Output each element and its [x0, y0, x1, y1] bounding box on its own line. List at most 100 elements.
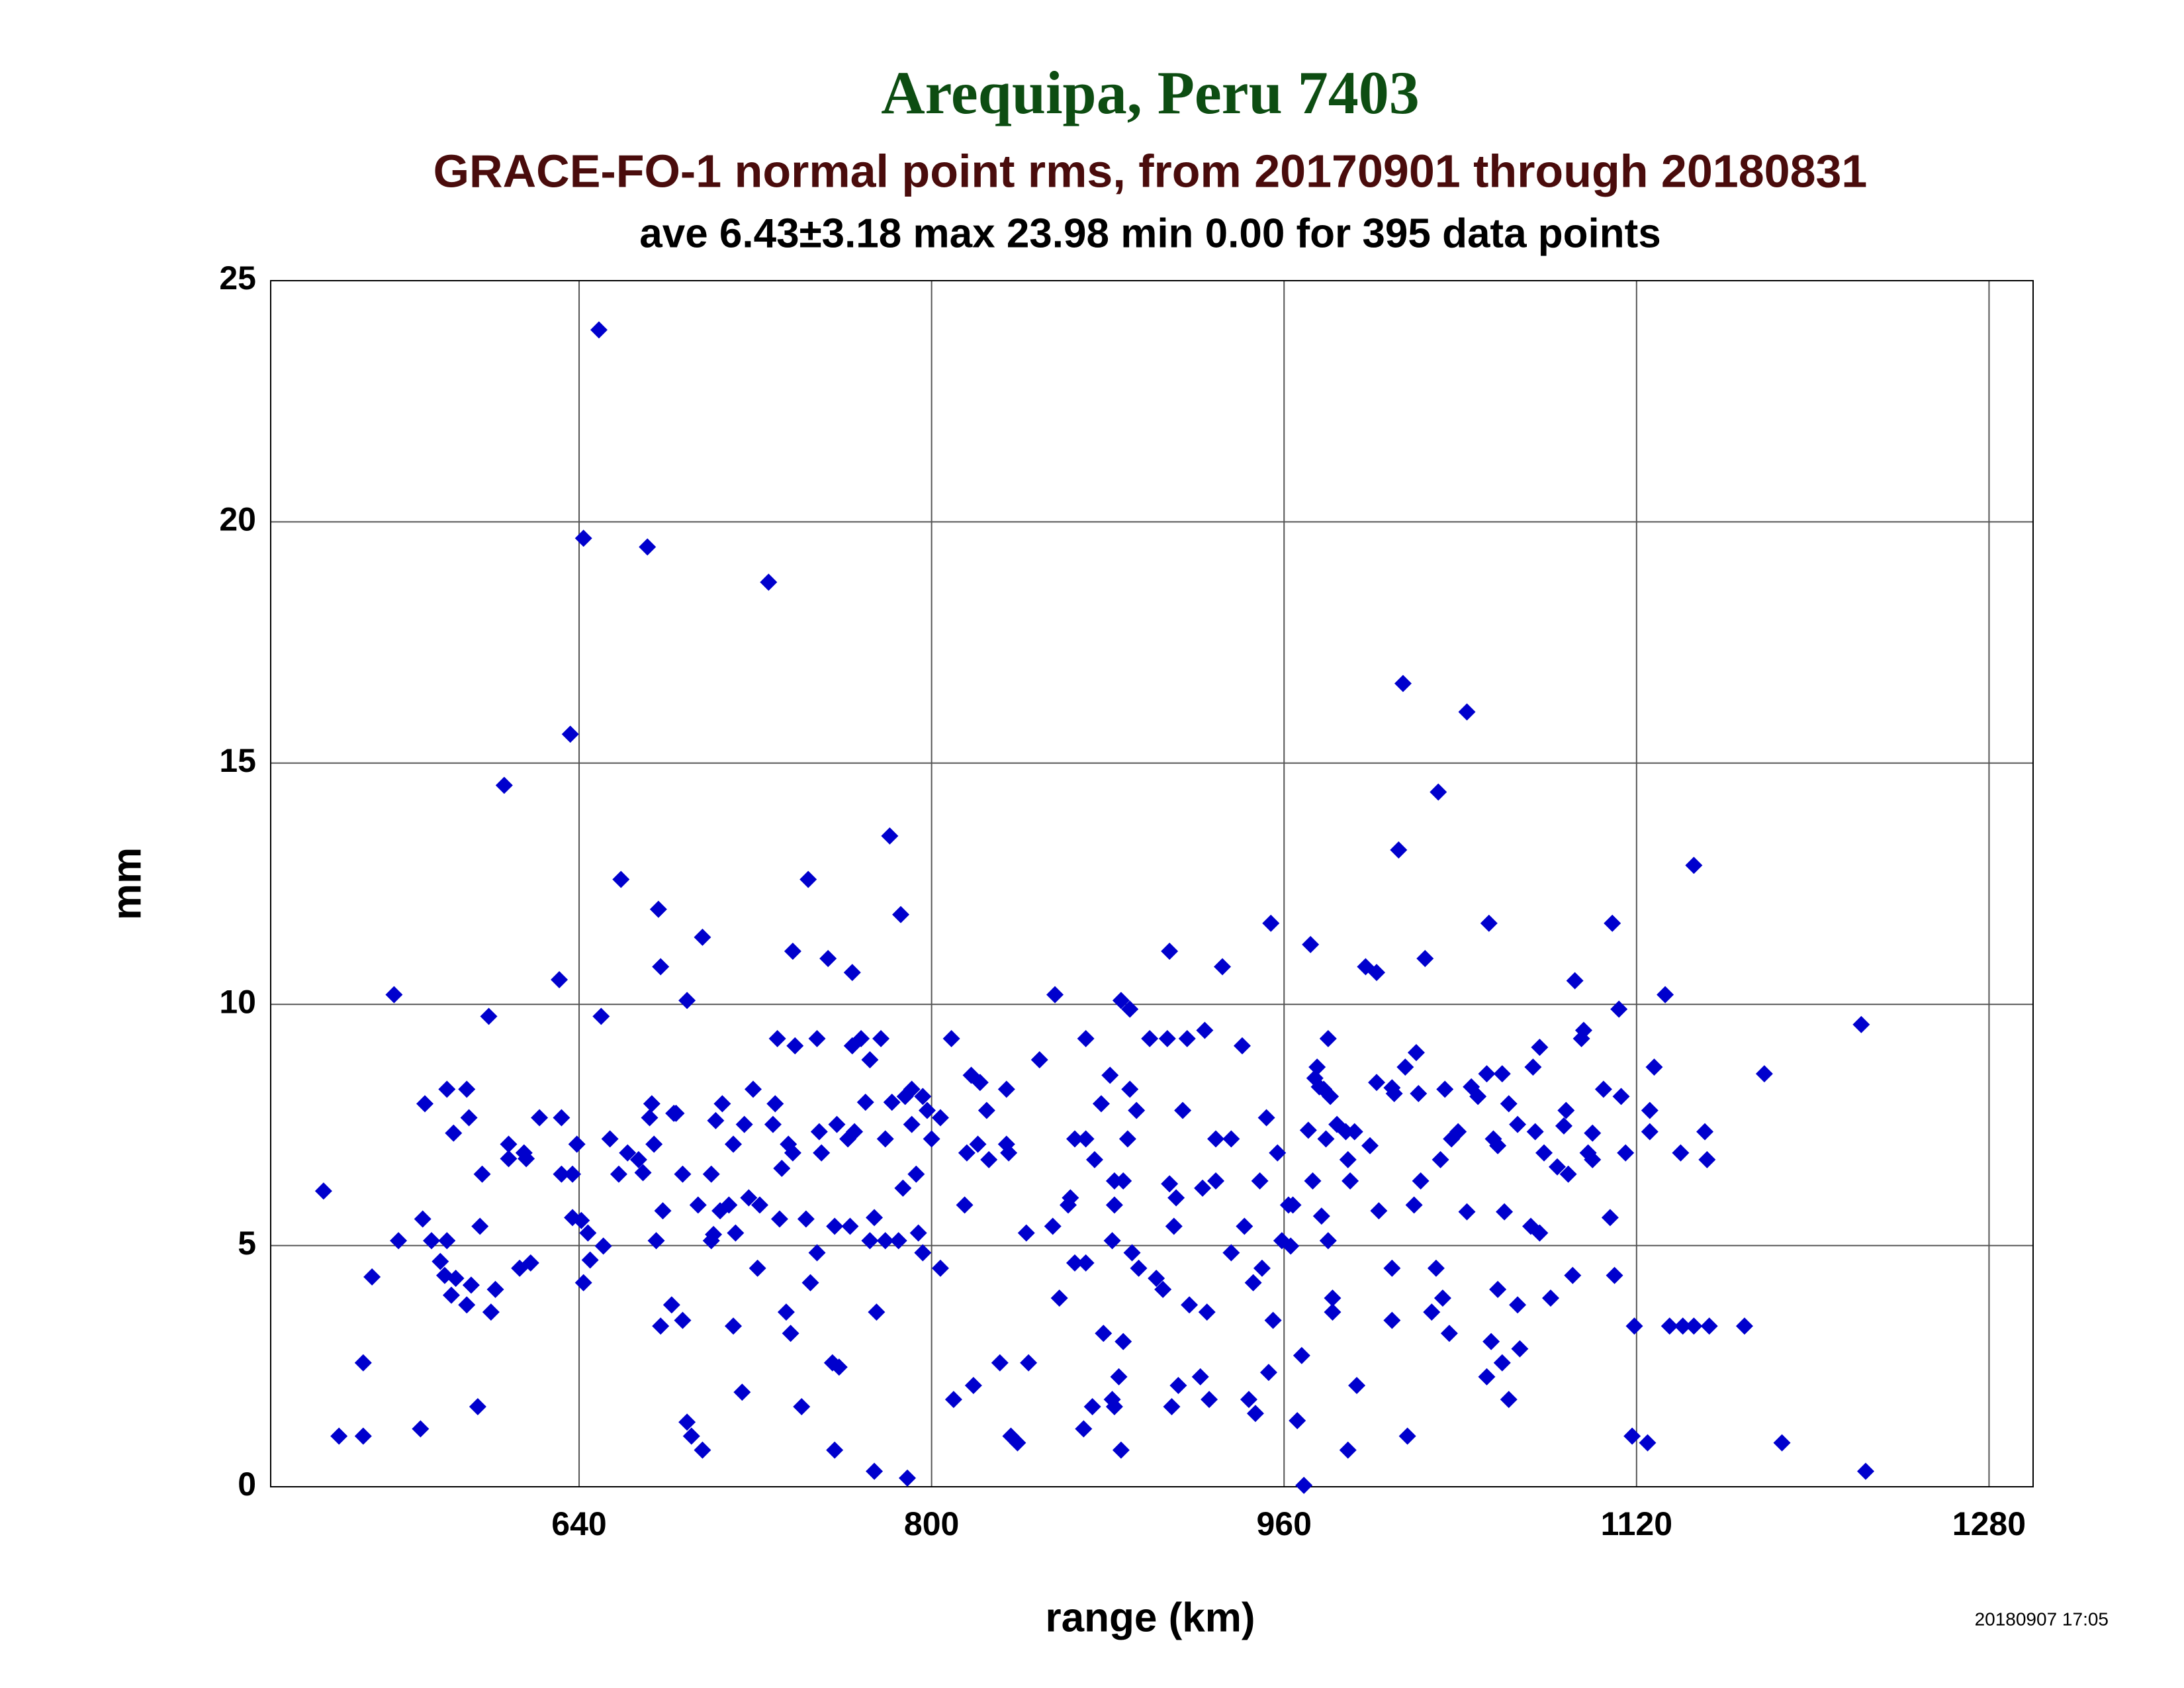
timestamp: 20180907 17:05 [1975, 1609, 2109, 1629]
data-point [1302, 935, 1320, 953]
data-point [810, 1123, 828, 1141]
data-point [1095, 1325, 1113, 1342]
data-point [1196, 1021, 1214, 1039]
data-point [594, 1237, 612, 1255]
y-tick-label: 10 [219, 983, 256, 1020]
data-point [1207, 1172, 1225, 1190]
data-point [458, 1080, 476, 1098]
y-tick-label: 15 [219, 742, 256, 779]
data-point [574, 530, 592, 547]
data-point [852, 1029, 870, 1047]
data-point [1167, 1189, 1185, 1207]
data-point [1584, 1150, 1602, 1168]
data-point [923, 1130, 940, 1148]
data-point [1233, 1037, 1251, 1055]
data-point [553, 1165, 570, 1183]
data-point [720, 1196, 738, 1214]
data-point [866, 1462, 884, 1480]
data-point [1115, 1333, 1132, 1350]
data-point [1319, 1029, 1337, 1047]
data-point [1105, 1398, 1123, 1416]
data-point [764, 1115, 782, 1133]
data-point [1661, 1317, 1678, 1335]
data-point [1319, 1232, 1337, 1250]
data-point [808, 1244, 826, 1262]
data-point [903, 1115, 921, 1133]
data-point [1000, 1144, 1018, 1162]
chart-stats: ave 6.43±3.18 max 23.98 min 0.00 for 395… [639, 211, 1661, 256]
data-point [442, 1286, 460, 1304]
data-point [1304, 1172, 1322, 1190]
data-point [1115, 1172, 1132, 1190]
data-point [1062, 1189, 1079, 1207]
data-point [1623, 1427, 1641, 1445]
data-point [1169, 1376, 1187, 1394]
data-point [1617, 1144, 1635, 1162]
data-point [1251, 1172, 1269, 1190]
data-point [909, 1224, 927, 1242]
data-point [766, 1095, 784, 1113]
data-point [1601, 1209, 1619, 1227]
data-point [639, 538, 657, 556]
data-point [770, 1210, 788, 1228]
data-point [1480, 914, 1498, 932]
data-point [1410, 1085, 1428, 1103]
data-point [1178, 1029, 1196, 1047]
data-point [1324, 1303, 1342, 1321]
data-point [1509, 1296, 1527, 1314]
plot-frame [270, 280, 2034, 1487]
data-point [914, 1244, 932, 1262]
data-point [843, 964, 861, 982]
data-point [828, 1115, 846, 1133]
data-point [422, 1232, 440, 1250]
data-point [1123, 1244, 1141, 1262]
data-point [1257, 1109, 1275, 1127]
data-point [564, 1165, 582, 1183]
data-point [991, 1354, 1009, 1372]
data-point [702, 1165, 720, 1183]
data-point [1433, 1289, 1451, 1307]
data-point [1194, 1179, 1212, 1197]
data-point [654, 1202, 672, 1220]
data-point [1105, 1196, 1123, 1214]
data-point [1645, 1058, 1663, 1076]
data-point [1493, 1354, 1511, 1372]
data-point [801, 1274, 819, 1291]
data-point [385, 986, 403, 1004]
data-point [1284, 1196, 1302, 1214]
data-point [735, 1115, 753, 1133]
data-point [667, 1104, 685, 1122]
data-point [1269, 1144, 1287, 1162]
data-point [412, 1420, 430, 1438]
data-point [1044, 1217, 1062, 1235]
data-point [1020, 1354, 1038, 1372]
data-point [1295, 1476, 1313, 1494]
data-point [1641, 1102, 1659, 1119]
data-point [531, 1109, 549, 1127]
data-point [1469, 1088, 1487, 1105]
data-point [1584, 1124, 1602, 1142]
data-point [1198, 1303, 1216, 1321]
data-point [1612, 1088, 1630, 1105]
data-point [1368, 964, 1386, 982]
x-tick-label: 960 [1257, 1505, 1312, 1542]
data-point [678, 992, 696, 1009]
data-point [354, 1427, 372, 1445]
data-point [826, 1217, 844, 1235]
data-point [1289, 1412, 1306, 1430]
data-point [1207, 1130, 1225, 1148]
data-point [482, 1303, 500, 1321]
data-point [495, 776, 513, 794]
data-point [1773, 1434, 1791, 1452]
data-point [652, 958, 670, 976]
data-point [784, 943, 801, 961]
data-point [1083, 1398, 1101, 1416]
data-point [460, 1109, 478, 1127]
data-point [1458, 703, 1476, 721]
data-point [784, 1144, 801, 1162]
x-axis-label: range (km) [1046, 1595, 1255, 1640]
data-point [1524, 1058, 1542, 1076]
data-point [1696, 1123, 1714, 1141]
data-point [363, 1268, 381, 1286]
data-point [662, 1296, 680, 1314]
